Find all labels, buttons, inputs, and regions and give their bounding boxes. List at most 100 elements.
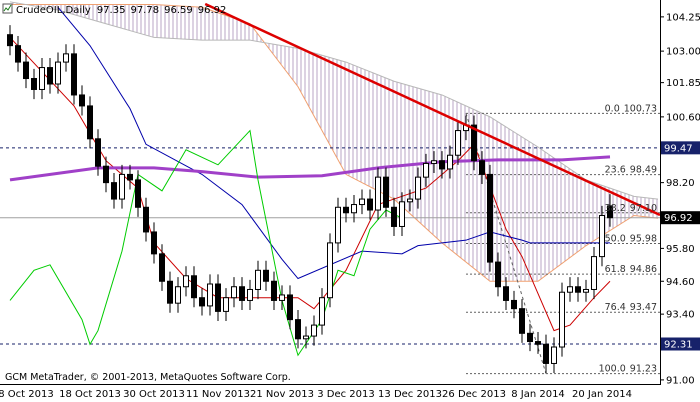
candle-body <box>95 138 101 167</box>
candle-body <box>7 34 13 47</box>
candle-body <box>263 269 269 282</box>
candle-body <box>183 275 189 288</box>
candle-body <box>159 253 165 282</box>
candle-body <box>351 204 357 214</box>
candle-body <box>223 297 229 312</box>
candle-body <box>199 297 205 307</box>
candle-body <box>15 45 21 63</box>
candle-body <box>559 291 565 348</box>
fib-label: 100.0 91.23 <box>599 364 657 375</box>
fib-label: 61.8 94.86 <box>605 264 657 275</box>
candle-body <box>487 173 493 263</box>
x-tick-label: 20 Jan 2014 <box>572 389 632 400</box>
candle-body <box>151 231 157 255</box>
candle-body <box>567 286 573 293</box>
candle-body <box>583 288 589 293</box>
candle-body <box>543 343 549 364</box>
candle-body <box>127 173 133 181</box>
candle-body <box>231 286 237 299</box>
candle-body <box>191 275 197 299</box>
candle-body <box>295 319 301 340</box>
candle-body <box>47 67 53 85</box>
candle-body <box>247 288 253 301</box>
indicator-line <box>9 129 403 357</box>
candle-body <box>511 299 517 310</box>
y-tick-label: 95.80 <box>666 244 695 255</box>
candle-body <box>575 286 581 293</box>
candle-body <box>503 286 509 301</box>
symbol-icon <box>2 3 13 14</box>
candle-body <box>431 160 437 164</box>
fib-price: 100.73 <box>624 103 657 114</box>
x-tick-label: 3 Dec 2013 <box>317 389 375 400</box>
y-tick-label: 91.00 <box>666 375 695 386</box>
candle-body <box>135 179 141 208</box>
header-close: 96.92 <box>198 5 227 16</box>
x-tick-label: 11 Nov 2013 <box>186 389 250 400</box>
candle-body <box>119 173 125 200</box>
candle-body <box>287 294 293 321</box>
price-box <box>661 211 700 225</box>
candle-body <box>455 130 461 156</box>
fib-ratio: 100.0 <box>599 364 626 375</box>
symbol-icon-line <box>3 4 12 12</box>
candle-body <box>535 341 541 345</box>
x-tick-label: 13 Dec 2013 <box>378 389 442 400</box>
header-high: 97.78 <box>130 5 159 16</box>
fib-price: 97.10 <box>630 203 657 214</box>
fib-ratio: 38.2 <box>605 203 626 214</box>
header: CrudeOIL,Daily 97.35 97.78 96.59 96.92 <box>2 3 227 16</box>
candle-body <box>407 198 413 203</box>
x-tick-label: 8 Oct 2013 <box>0 389 54 400</box>
symbol-title: CrudeOIL,Daily <box>16 5 91 16</box>
candle-body <box>79 94 85 107</box>
candle-body <box>175 286 181 304</box>
candle-body <box>207 283 213 307</box>
candle-body <box>551 346 557 364</box>
candle-body <box>495 261 501 288</box>
candle-body <box>303 335 309 340</box>
x-tick-label: 18 Oct 2013 <box>59 389 121 400</box>
cloud-span-b <box>9 1 659 200</box>
candle-body <box>71 53 77 96</box>
level-box <box>661 141 700 155</box>
candle-body <box>423 162 429 178</box>
y-tick-label: 103.00 <box>666 47 700 58</box>
candle-body <box>311 324 317 337</box>
y-tick-label: 93.40 <box>666 310 695 321</box>
fib-price: 93.47 <box>630 302 657 313</box>
y-tick-label: 104.25 <box>666 12 700 23</box>
y-tick-label: 101.85 <box>666 78 700 89</box>
fib-label: 0.0 100.73 <box>605 103 657 114</box>
candle-body <box>599 215 605 258</box>
candle-body <box>239 286 245 301</box>
header-low: 96.59 <box>164 5 193 16</box>
candle-body <box>607 205 613 219</box>
candle-body <box>55 61 61 85</box>
candle-body <box>327 242 333 299</box>
fib-label: 50.0 95.98 <box>605 233 657 244</box>
candle-body <box>343 206 349 214</box>
fib-label: 76.4 93.47 <box>605 302 657 313</box>
candle-body <box>31 78 37 90</box>
level-label: 99.47 <box>664 143 693 154</box>
fib-price: 91.23 <box>630 364 657 375</box>
fib-ratio: 76.4 <box>605 302 626 313</box>
candle-body <box>471 124 477 162</box>
candle-body <box>359 198 365 206</box>
candle-body <box>63 53 69 63</box>
candle-body <box>215 283 221 312</box>
candle-body <box>111 182 117 200</box>
candle-body <box>367 198 373 211</box>
x-tick-label: 8 Jan 2014 <box>511 389 565 400</box>
cloud-span-a <box>10 4 659 282</box>
indicator-line <box>9 155 611 182</box>
candle-body <box>527 332 533 343</box>
fib-ratio: 0.0 <box>605 103 620 114</box>
candle-body <box>591 256 597 290</box>
candle-body <box>447 154 453 170</box>
fib-price: 94.86 <box>630 264 657 275</box>
x-tick-label: 21 Nov 2013 <box>250 389 314 400</box>
candle-body <box>279 294 285 301</box>
